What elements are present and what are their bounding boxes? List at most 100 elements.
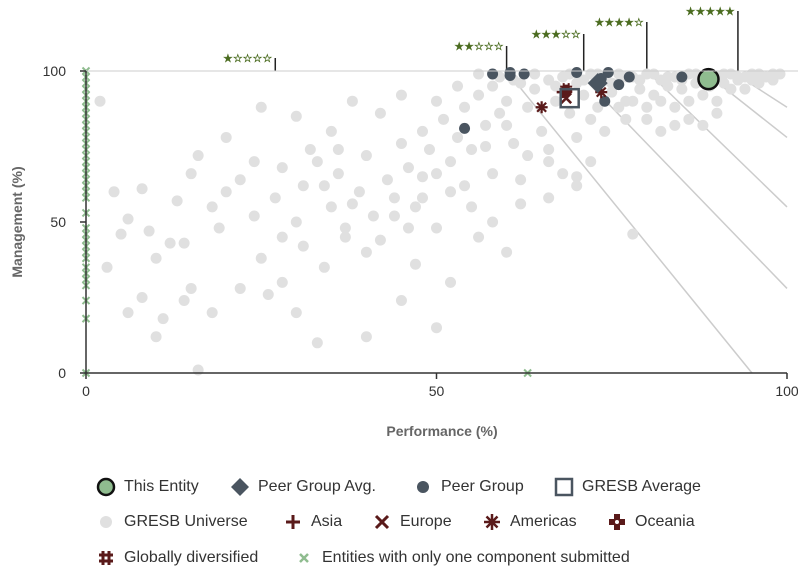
universe-point: [571, 180, 583, 192]
universe-point: [746, 68, 758, 80]
universe-point: [192, 364, 204, 376]
universe-point: [332, 168, 344, 180]
score-diagonal-line: [506, 70, 753, 374]
legend-label: GRESB Average: [582, 478, 701, 495]
universe-point: [508, 137, 520, 149]
peer-group-point: [459, 122, 471, 134]
legend-item-asia[interactable]: Asia: [283, 510, 342, 534]
universe-point: [585, 113, 597, 125]
y-tick-label: 100: [43, 63, 67, 79]
universe-point: [753, 77, 765, 89]
small-cross-icon: [299, 553, 309, 563]
universe-point: [325, 201, 337, 213]
legend-item-globally-diversified[interactable]: Globally diversified: [96, 546, 258, 570]
universe-point: [171, 195, 183, 207]
universe-point: [606, 86, 618, 98]
universe-point: [711, 95, 723, 107]
legend-label: Entities with only one component submitt…: [322, 549, 630, 566]
legend-label: Americas: [510, 513, 577, 530]
scatter-chart: ★☆☆☆☆ ★★☆☆☆ ★★★☆☆ ★★★★☆ ★★★★★ 00 50 50 100 100 P…: [9, 5, 798, 439]
universe-point: [192, 150, 204, 162]
universe-point: [150, 331, 162, 343]
universe-point: [662, 71, 674, 83]
legend-label: Globally diversified: [124, 549, 259, 566]
universe-point: [269, 192, 281, 204]
universe-point: [613, 101, 625, 113]
universe-point: [388, 192, 400, 204]
universe-point: [164, 237, 176, 249]
universe-point: [311, 156, 323, 168]
universe-point: [395, 295, 407, 307]
universe-point: [136, 292, 148, 303]
universe-point: [360, 331, 372, 343]
legend-item-one-component[interactable]: Entities with only one component submitt…: [294, 546, 630, 570]
universe-point: [543, 192, 555, 204]
universe-point: [346, 95, 358, 107]
universe-point: [522, 101, 534, 113]
legend-label: Asia: [311, 513, 343, 530]
universe-point: [115, 228, 127, 240]
universe-point: [409, 201, 421, 213]
universe-point: [108, 186, 120, 198]
universe-point: [402, 162, 414, 174]
peer-group-avg-point: [587, 73, 608, 94]
universe-point: [402, 222, 414, 234]
universe-point: [94, 95, 106, 107]
universe-point: [585, 156, 597, 168]
legend-item-gresb-universe[interactable]: GRESB Universe: [96, 510, 248, 534]
universe-point: [276, 162, 288, 174]
universe-point: [255, 101, 267, 113]
universe-point: [332, 144, 344, 156]
universe-point: [494, 107, 506, 119]
peer-group-point: [613, 79, 625, 91]
universe-point: [697, 89, 709, 101]
universe-point: [311, 337, 323, 349]
universe-point: [767, 74, 779, 86]
universe-point: [515, 198, 527, 210]
universe-point: [459, 180, 471, 192]
universe-point: [276, 231, 288, 243]
diamond-icon: [231, 478, 249, 496]
universe-point: [620, 113, 632, 125]
dot-icon: [100, 516, 112, 528]
universe-point: [276, 276, 288, 288]
universe-point: [416, 171, 428, 183]
universe-point: [290, 216, 302, 228]
legend-item-oceania[interactable]: Oceania: [607, 510, 695, 534]
universe-point: [501, 246, 513, 258]
universe-point: [431, 95, 442, 107]
highlight-points: [559, 67, 720, 109]
universe-point: [220, 131, 232, 143]
universe-point: [473, 89, 485, 101]
universe-point: [487, 168, 499, 180]
legend: This Entity Peer Group Avg. Peer Group G…: [0, 470, 798, 573]
peer-group-point: [623, 71, 635, 83]
universe-point: [255, 252, 267, 264]
universe-point: [557, 168, 569, 180]
universe-point: [374, 234, 386, 246]
universe-point: [122, 213, 134, 225]
legend-item-this-entity[interactable]: This Entity: [96, 475, 199, 499]
universe-point: [655, 125, 667, 137]
universe-point: [739, 83, 751, 95]
score-diagonal-line: [576, 70, 788, 289]
universe-point: [571, 131, 583, 143]
legend-label: Oceania: [635, 513, 695, 530]
legend-item-gresb-average[interactable]: GRESB Average: [554, 475, 701, 499]
universe-point: [388, 210, 400, 222]
legend-item-americas[interactable]: Americas: [482, 510, 577, 534]
universe-point: [445, 186, 457, 198]
universe-point: [641, 101, 653, 113]
legend-item-peer-group[interactable]: Peer Group: [413, 475, 524, 499]
peer-group-point: [571, 67, 583, 79]
star-band-label: ★☆☆☆☆: [223, 52, 272, 65]
universe-point: [438, 113, 450, 125]
x-tick-label: 100: [775, 383, 798, 399]
dot-icon: [417, 481, 429, 493]
legend-item-europe[interactable]: Europe: [372, 510, 452, 534]
legend-item-peer-group-avg[interactable]: Peer Group Avg.: [230, 475, 376, 499]
universe-point: [634, 74, 646, 86]
universe-point: [353, 186, 365, 198]
square-outline-icon: [554, 477, 574, 497]
universe-point: [431, 222, 442, 234]
